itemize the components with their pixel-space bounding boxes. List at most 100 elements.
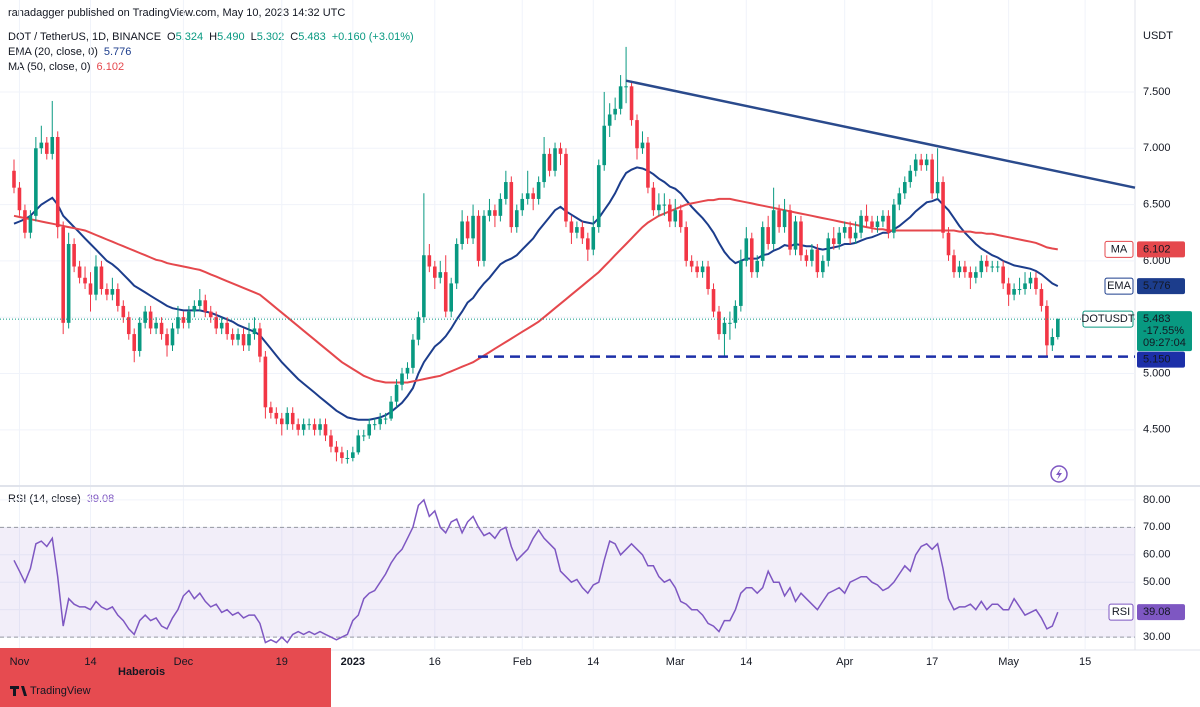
candle-body — [1001, 266, 1005, 284]
candle-body — [449, 283, 453, 312]
candle-body — [782, 210, 787, 228]
candle-body — [924, 159, 929, 166]
candle-body — [236, 334, 240, 340]
candle-body — [17, 187, 22, 211]
indicator-tag-label: EMA — [1107, 280, 1132, 292]
support-value-box — [1137, 351, 1185, 368]
candle-body — [323, 424, 328, 436]
ohlc-value: 5.483 — [298, 31, 326, 43]
candle-body — [88, 283, 93, 295]
candle-body — [602, 125, 607, 166]
candle-body — [957, 266, 962, 273]
candle-body — [290, 412, 295, 425]
change: +0.160 (+3.01%) — [332, 31, 414, 43]
indicator-tag-box — [1104, 240, 1134, 258]
candle-body — [12, 170, 16, 188]
candle-body — [640, 142, 645, 149]
indicator-name: EMA (20, close, 0) — [8, 46, 98, 58]
candle-body — [870, 221, 874, 228]
candle-body — [203, 300, 208, 312]
candle-body — [263, 356, 268, 408]
candle-body — [1028, 277, 1033, 284]
candle-body — [170, 328, 175, 346]
candle-body — [225, 322, 229, 335]
brand: TradingView — [30, 685, 91, 697]
candle-body — [334, 446, 339, 453]
indicator-value: 5.776 — [104, 46, 132, 58]
symbol-legend: DOT / TetherUS, 1D, BINANCE O5.324 H5.490 L… — [8, 31, 414, 43]
candle-body — [1056, 319, 1060, 338]
candle-body — [826, 238, 831, 261]
candle-body — [219, 322, 224, 329]
candle-body — [274, 412, 279, 419]
candle-body — [471, 215, 475, 239]
support-value: 5.150 — [1143, 354, 1171, 366]
candle-body — [646, 142, 650, 188]
candle-body — [596, 165, 601, 228]
candle-body — [230, 334, 235, 340]
candle-body — [842, 227, 847, 233]
candle-body — [881, 215, 885, 222]
candle-body — [651, 187, 656, 211]
indicator-value-box — [1137, 278, 1185, 295]
candle-body — [116, 289, 120, 306]
candle-body — [438, 272, 443, 278]
candle-body — [831, 238, 836, 244]
candle-body — [591, 227, 596, 250]
candle-body — [744, 238, 749, 261]
indicator-value: 5.776 — [1143, 280, 1171, 292]
candle-body — [422, 255, 426, 318]
candle-body — [77, 266, 82, 278]
candle-body — [176, 317, 180, 329]
candle-body — [613, 108, 617, 115]
candle-body — [864, 215, 869, 222]
x-tick-label: 15 — [1079, 656, 1091, 668]
candle-body — [356, 435, 361, 453]
candle-body — [810, 249, 814, 261]
indicator-tag-box — [1104, 277, 1134, 295]
candle-body — [66, 243, 71, 323]
rsi-tag-label: RSI — [1112, 606, 1130, 618]
x-tick-label: Nov — [10, 656, 30, 668]
candle-body — [580, 227, 585, 239]
candle-body — [902, 182, 907, 194]
candle-body — [83, 277, 87, 284]
candle-body — [525, 193, 530, 199]
candle-body — [1045, 305, 1049, 346]
candle-body — [55, 136, 60, 228]
y-tick-label: 6.500 — [1143, 198, 1171, 210]
candle-body — [318, 424, 322, 430]
candle-body — [979, 260, 984, 273]
last-countdown: 09:27:04 — [1143, 337, 1186, 349]
candle-body — [329, 435, 333, 447]
candle-body — [575, 227, 579, 233]
y-tick-label: 60.00 — [1143, 549, 1171, 561]
candle-body — [247, 334, 251, 346]
candle-body — [722, 322, 727, 335]
candle-body — [952, 255, 956, 273]
candle-body — [493, 210, 497, 216]
y-tick-label: 50.00 — [1143, 576, 1171, 588]
candle-body — [684, 227, 688, 261]
rsi-value: 39.08 — [1143, 606, 1171, 618]
candle-body — [378, 418, 382, 425]
candle-body — [192, 305, 197, 312]
currency-label: USDT — [1143, 30, 1173, 42]
candle-body — [416, 317, 421, 340]
candle-body — [394, 384, 399, 402]
candle-body — [214, 317, 219, 329]
candle-body — [39, 142, 44, 149]
last-value: 5.483 — [1143, 313, 1171, 325]
candle-body — [930, 159, 934, 194]
candle-body — [159, 322, 164, 335]
candle-body — [1039, 289, 1044, 306]
candle-body — [793, 221, 798, 250]
candle-body — [372, 424, 377, 426]
last-tag-box — [1082, 310, 1134, 328]
y-tick-label: 7.500 — [1143, 86, 1171, 98]
candle-body — [635, 120, 639, 149]
indicator-value: 6.102 — [97, 61, 125, 73]
y-tick-label: 70.00 — [1143, 521, 1171, 533]
